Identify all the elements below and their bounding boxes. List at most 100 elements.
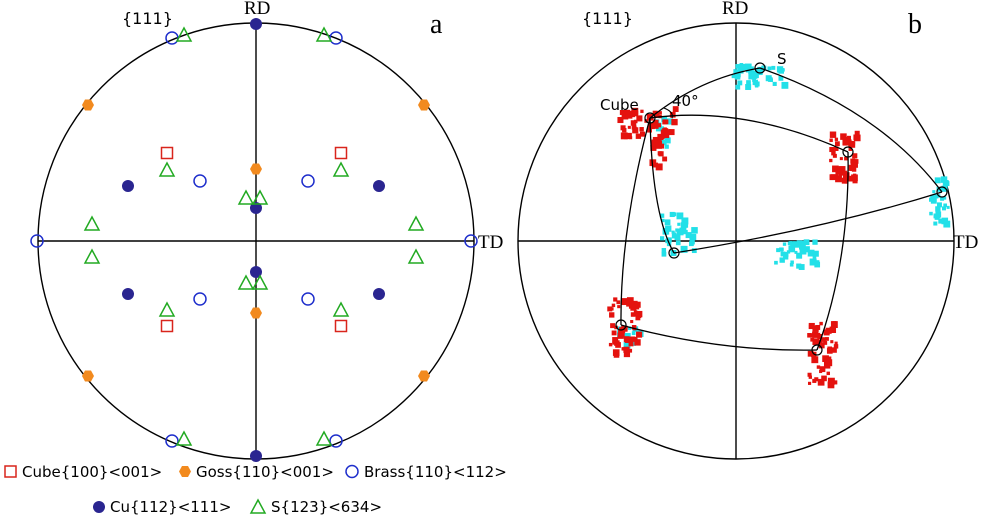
- cube-scatter-point: [628, 341, 634, 347]
- orientation-point-s: [754, 62, 766, 74]
- panel-a-markers: [30, 18, 478, 462]
- cube-scatter-point: [818, 342, 825, 349]
- legend-item-brass: Brass{110}<112>: [345, 463, 507, 481]
- cu-marker: [122, 288, 134, 300]
- s-marker: [315, 430, 333, 446]
- s-scatter-point: [783, 254, 789, 260]
- cube-scatter-point: [830, 340, 834, 344]
- s-scatter-point: [737, 67, 744, 74]
- legend-s-symbol: [249, 498, 267, 514]
- cube-scatter-point: [846, 140, 850, 144]
- cube-scatter-point: [625, 111, 633, 119]
- cube-scatter-point: [835, 173, 839, 177]
- panel-a-td-label: TD: [478, 232, 503, 253]
- s-scatter-point: [776, 66, 784, 73]
- cube-scatter-point: [807, 350, 814, 357]
- s-scatter-point: [753, 75, 758, 79]
- s-scatter-point: [809, 258, 817, 266]
- s-marker: [251, 189, 269, 205]
- cube-scatter-point: [635, 315, 641, 321]
- cube-scatter-point: [608, 342, 613, 347]
- cube-marker: [160, 146, 174, 160]
- s-scatter-point: [932, 190, 936, 194]
- cube-scatter-point: [851, 174, 858, 182]
- cube-scatter-point: [611, 330, 617, 336]
- cube-scatter-point: [808, 375, 812, 379]
- s-scatter-point: [659, 213, 665, 218]
- cube-scatter-point: [653, 112, 660, 118]
- brass-marker: [464, 234, 478, 248]
- s-scatter-point: [938, 218, 944, 224]
- cube-scatter-point: [617, 305, 621, 309]
- s-scatter-point: [765, 75, 772, 82]
- cube-scatter-point: [630, 304, 637, 311]
- cube-scatter-point: [609, 312, 615, 318]
- cube-scatter-point: [850, 158, 856, 164]
- cube-scatter-point: [842, 172, 850, 179]
- s-scatter-point: [661, 218, 665, 223]
- s-scatter-point: [689, 234, 695, 240]
- s-scatter-point: [681, 217, 689, 225]
- s-scatter-point: [623, 342, 628, 347]
- cube-scatter-point: [621, 347, 625, 351]
- panel-b-letter: b: [908, 9, 922, 40]
- brass-marker: [193, 174, 207, 188]
- s-scatter-point: [631, 331, 636, 336]
- cube-scatter-point: [831, 347, 835, 352]
- s-scatter-point: [675, 240, 681, 246]
- cube-scatter-point: [620, 298, 628, 306]
- s-scatter-point: [745, 84, 752, 90]
- s-scatter-point: [778, 75, 784, 81]
- cube-scatter-point: [852, 153, 858, 159]
- cube-scatter-point: [639, 131, 646, 137]
- s-scatter-point: [748, 70, 752, 74]
- s-scatter-point: [739, 63, 744, 67]
- s-scatter-point: [776, 248, 781, 253]
- s-scatter-point: [660, 139, 667, 146]
- cube-scatter-point: [652, 137, 658, 143]
- legend-item-goss: Goss{110}<001>: [179, 463, 334, 481]
- s-scatter-point: [796, 263, 802, 269]
- s-scatter-point: [941, 217, 949, 225]
- s-scatter-point: [779, 257, 785, 263]
- cube-scatter-point: [654, 124, 659, 129]
- s-scatter-point: [934, 177, 941, 184]
- legend-brass-text: Brass{110}<112>: [364, 463, 507, 481]
- cube-scatter-point: [846, 135, 851, 140]
- great-circle-cube-left: [620, 117, 651, 326]
- cube-scatter-point: [815, 324, 821, 330]
- legend-cube-symbol: [4, 465, 17, 478]
- s-scatter-point: [799, 247, 807, 255]
- s-scatter-point: [754, 68, 760, 74]
- cube-scatter-point: [633, 336, 638, 341]
- s-scatter-point: [746, 80, 751, 85]
- cube-scatter-point: [834, 137, 839, 141]
- s-scatter-point: [666, 118, 674, 125]
- cube-scatter-point: [853, 162, 858, 168]
- s-scatter-point: [660, 236, 665, 241]
- brass-marker: [301, 292, 315, 306]
- orientation-point-lower-left: [615, 319, 627, 331]
- s-scatter-point: [756, 68, 763, 75]
- cu-marker: [250, 450, 262, 462]
- cube-scatter-point: [610, 307, 614, 311]
- goss-marker: [82, 99, 94, 111]
- legend-goss-symbol: [179, 466, 191, 477]
- s-scatter-point: [627, 326, 632, 330]
- s-scatter-point: [737, 80, 743, 86]
- cube-scatter-point: [626, 132, 632, 139]
- s-scatter-point: [677, 222, 681, 226]
- cube-scatter-point: [840, 133, 847, 140]
- cube-scatter-point: [651, 139, 659, 147]
- orientation-point-td: [936, 186, 948, 198]
- s-marker: [237, 274, 255, 290]
- cube-scatter-point: [639, 127, 644, 132]
- s-marker: [237, 189, 255, 205]
- cube-scatter-point: [659, 143, 665, 149]
- s-scatter-point: [689, 241, 694, 247]
- s-marker: [83, 215, 101, 231]
- cube-scatter-point: [655, 163, 663, 171]
- cube-scatter-point: [636, 331, 643, 338]
- cube-scatter-point: [619, 109, 625, 115]
- great-circle-cube-to-s: [649, 67, 761, 119]
